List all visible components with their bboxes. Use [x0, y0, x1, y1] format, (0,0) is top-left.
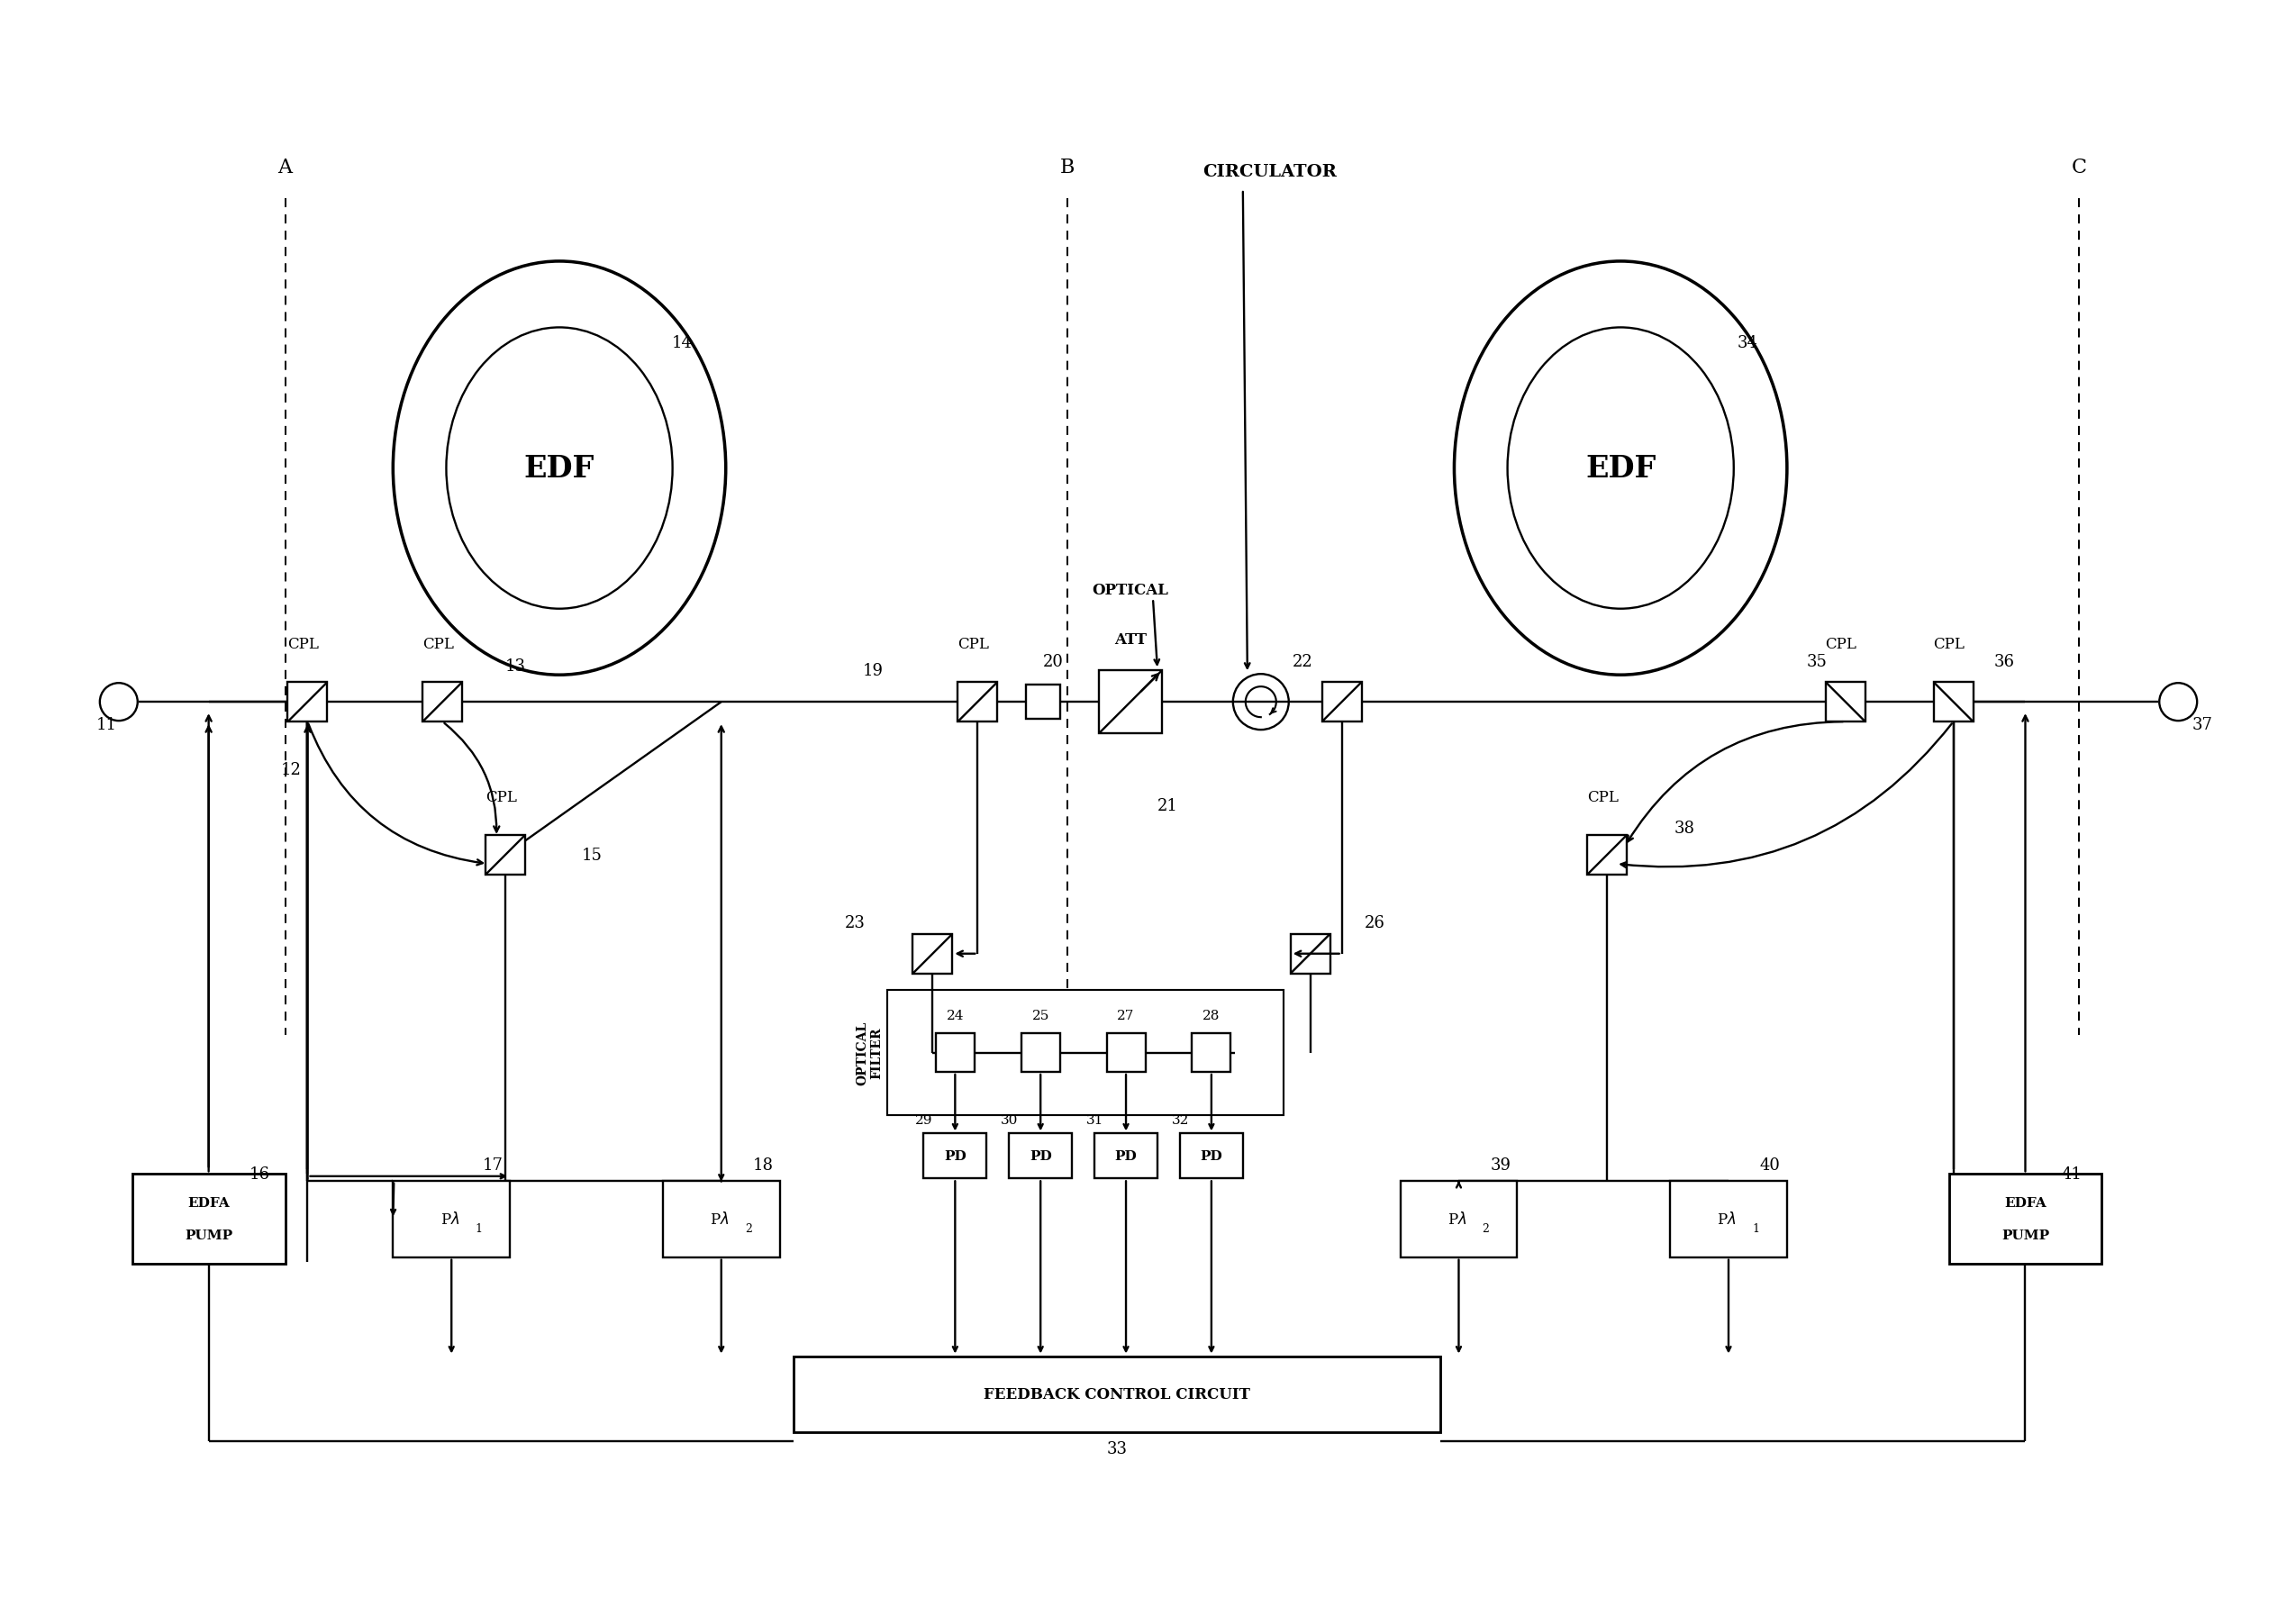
Text: 32: 32	[1171, 1115, 1189, 1126]
Text: 12: 12	[280, 762, 301, 778]
FancyBboxPatch shape	[889, 990, 1283, 1116]
FancyBboxPatch shape	[1825, 682, 1864, 722]
Text: 16: 16	[248, 1166, 271, 1182]
Text: 41: 41	[2062, 1166, 2082, 1182]
FancyBboxPatch shape	[1322, 682, 1362, 722]
Text: 37: 37	[2193, 717, 2213, 733]
Text: 14: 14	[673, 335, 693, 351]
FancyBboxPatch shape	[914, 934, 953, 974]
FancyBboxPatch shape	[1022, 1033, 1061, 1072]
Text: 21: 21	[1157, 797, 1178, 814]
Text: OPTICAL
FILTER: OPTICAL FILTER	[856, 1020, 884, 1084]
FancyBboxPatch shape	[1008, 1134, 1072, 1179]
Text: 26: 26	[1364, 915, 1384, 931]
Text: 24: 24	[946, 1009, 964, 1022]
FancyBboxPatch shape	[1401, 1180, 1518, 1257]
Text: ATT: ATT	[1114, 632, 1146, 647]
Text: 31: 31	[1086, 1115, 1104, 1126]
FancyBboxPatch shape	[287, 682, 328, 722]
FancyBboxPatch shape	[957, 682, 996, 722]
Text: 2: 2	[1483, 1222, 1490, 1234]
FancyBboxPatch shape	[393, 1180, 510, 1257]
FancyBboxPatch shape	[487, 835, 526, 875]
Text: 17: 17	[482, 1158, 503, 1174]
Text: 29: 29	[916, 1115, 932, 1126]
FancyBboxPatch shape	[1290, 934, 1329, 974]
Text: 22: 22	[1293, 653, 1313, 671]
Text: PUMP: PUMP	[2002, 1230, 2050, 1241]
Text: P$\lambda$: P$\lambda$	[1717, 1211, 1736, 1226]
Text: CPL: CPL	[422, 636, 455, 652]
Text: P$\lambda$: P$\lambda$	[441, 1211, 459, 1226]
Text: 33: 33	[1107, 1440, 1127, 1456]
Text: C: C	[2071, 158, 2087, 177]
Text: 36: 36	[1993, 653, 2014, 671]
Text: A: A	[278, 158, 292, 177]
Text: CPL: CPL	[484, 789, 517, 805]
Text: 27: 27	[1118, 1009, 1134, 1022]
FancyBboxPatch shape	[1669, 1180, 1786, 1257]
FancyBboxPatch shape	[1192, 1033, 1231, 1072]
Text: 28: 28	[1203, 1009, 1219, 1022]
Text: OPTICAL: OPTICAL	[1093, 583, 1169, 597]
FancyBboxPatch shape	[1100, 671, 1162, 733]
Text: EDF: EDF	[523, 454, 595, 484]
FancyBboxPatch shape	[937, 1033, 974, 1072]
FancyBboxPatch shape	[1026, 685, 1061, 719]
Text: FEEDBACK CONTROL CIRCUIT: FEEDBACK CONTROL CIRCUIT	[983, 1386, 1251, 1402]
FancyBboxPatch shape	[664, 1180, 781, 1257]
Text: 15: 15	[581, 846, 602, 864]
Text: 18: 18	[753, 1158, 774, 1174]
Text: 2: 2	[744, 1222, 751, 1234]
Text: 34: 34	[1738, 335, 1759, 351]
Text: PD: PD	[1201, 1150, 1221, 1163]
Text: B: B	[1061, 158, 1075, 177]
Text: PUMP: PUMP	[184, 1230, 232, 1241]
Text: CPL: CPL	[1825, 636, 1857, 652]
Text: CPL: CPL	[957, 636, 990, 652]
Text: 25: 25	[1031, 1009, 1049, 1022]
FancyBboxPatch shape	[1587, 835, 1628, 875]
Text: 19: 19	[863, 663, 884, 679]
Text: EDFA: EDFA	[2004, 1196, 2046, 1209]
Text: 1: 1	[1752, 1222, 1759, 1234]
Text: CPL: CPL	[287, 636, 319, 652]
Text: 38: 38	[1674, 819, 1694, 837]
FancyBboxPatch shape	[422, 682, 461, 722]
FancyBboxPatch shape	[1949, 1174, 2101, 1265]
Text: CPL: CPL	[1587, 789, 1619, 805]
Text: 39: 39	[1490, 1158, 1511, 1174]
FancyBboxPatch shape	[1180, 1134, 1242, 1179]
FancyBboxPatch shape	[1107, 1033, 1146, 1072]
FancyBboxPatch shape	[133, 1174, 285, 1265]
Text: 13: 13	[505, 658, 526, 674]
Text: 11: 11	[96, 717, 117, 733]
Text: P$\lambda$: P$\lambda$	[1446, 1211, 1467, 1226]
FancyBboxPatch shape	[1095, 1134, 1157, 1179]
Text: 23: 23	[845, 915, 866, 931]
Text: EDF: EDF	[1584, 454, 1655, 484]
Text: P$\lambda$: P$\lambda$	[709, 1211, 730, 1226]
Text: PD: PD	[1029, 1150, 1052, 1163]
Text: PD: PD	[1116, 1150, 1137, 1163]
FancyBboxPatch shape	[1933, 682, 1972, 722]
Text: 1: 1	[475, 1222, 482, 1234]
Text: PD: PD	[944, 1150, 967, 1163]
Text: 30: 30	[1001, 1115, 1017, 1126]
FancyBboxPatch shape	[923, 1134, 987, 1179]
Text: 40: 40	[1761, 1158, 1782, 1174]
Text: CIRCULATOR: CIRCULATOR	[1203, 164, 1336, 180]
Text: EDFA: EDFA	[188, 1196, 230, 1209]
Text: 35: 35	[1807, 653, 1828, 671]
Text: 20: 20	[1042, 653, 1063, 671]
FancyBboxPatch shape	[792, 1356, 1440, 1433]
Text: CPL: CPL	[1933, 636, 1965, 652]
